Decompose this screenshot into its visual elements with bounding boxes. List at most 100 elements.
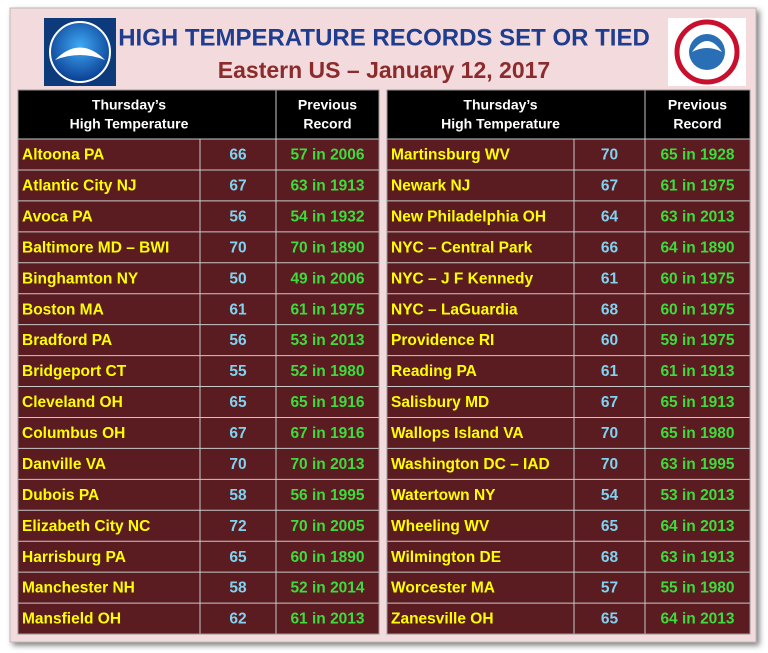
high-temp: 70 bbox=[601, 425, 618, 442]
high-temp: 65 bbox=[229, 549, 247, 566]
high-temp: 61 bbox=[229, 301, 247, 318]
previous-record: 70 in 2013 bbox=[290, 456, 364, 473]
previous-record: 65 in 1913 bbox=[660, 394, 734, 411]
previous-record: 64 in 2013 bbox=[660, 518, 734, 535]
previous-record: 57 in 2006 bbox=[290, 147, 364, 164]
title: HIGH TEMPERATURE RECORDS SET OR TIED bbox=[118, 24, 650, 51]
high-temp: 56 bbox=[229, 332, 247, 349]
previous-record: 61 in 1975 bbox=[660, 178, 734, 195]
previous-record: 65 in 1928 bbox=[660, 147, 734, 164]
high-temp: 70 bbox=[229, 239, 246, 256]
table-border bbox=[17, 89, 380, 635]
column-header: Thursday’s bbox=[463, 97, 537, 113]
high-temp: 67 bbox=[601, 178, 618, 195]
column-header: High Temperature bbox=[441, 116, 560, 132]
previous-record: 63 in 2013 bbox=[660, 208, 734, 225]
previous-record: 52 in 1980 bbox=[290, 363, 364, 380]
table-border bbox=[386, 89, 751, 635]
high-temp: 65 bbox=[229, 394, 247, 411]
high-temp: 50 bbox=[229, 270, 246, 287]
previous-record: 60 in 1975 bbox=[660, 270, 734, 287]
previous-record: 61 in 2013 bbox=[290, 611, 364, 628]
city: Wallops Island VA bbox=[391, 425, 524, 442]
city: Columbus OH bbox=[22, 425, 125, 442]
previous-record: 53 in 2013 bbox=[660, 487, 734, 504]
subtitle: Eastern US – January 12, 2017 bbox=[218, 57, 550, 83]
previous-record: 67 in 1916 bbox=[290, 425, 364, 442]
high-temp: 67 bbox=[601, 394, 618, 411]
previous-record: 53 in 2013 bbox=[290, 332, 364, 349]
city: Reading PA bbox=[391, 363, 477, 380]
table-header-bg bbox=[387, 90, 750, 139]
high-temp: 66 bbox=[601, 239, 619, 256]
city: Dubois PA bbox=[22, 487, 99, 504]
city: Binghamton NY bbox=[22, 270, 139, 287]
column-header: Record bbox=[303, 116, 351, 132]
city: Wheeling WV bbox=[391, 518, 490, 535]
city: Boston MA bbox=[22, 301, 104, 318]
city: Baltimore MD – BWI bbox=[22, 239, 169, 256]
high-temp: 68 bbox=[601, 549, 619, 566]
previous-record: 70 in 2005 bbox=[290, 518, 364, 535]
city: Zanesville OH bbox=[391, 611, 494, 628]
nws-logo bbox=[668, 18, 746, 86]
high-temp: 54 bbox=[601, 487, 619, 504]
previous-record: 61 in 1913 bbox=[660, 363, 734, 380]
city: Martinsburg WV bbox=[391, 147, 510, 164]
previous-record: 61 in 1975 bbox=[290, 301, 364, 318]
city: New Philadelphia OH bbox=[391, 208, 546, 225]
high-temp: 56 bbox=[229, 208, 247, 225]
city: Bradford PA bbox=[22, 332, 112, 349]
city: Bridgeport CT bbox=[22, 363, 127, 380]
city: Mansfield OH bbox=[22, 611, 121, 628]
previous-record: 65 in 1980 bbox=[660, 425, 734, 442]
high-temp: 72 bbox=[229, 518, 246, 535]
city: Watertown NY bbox=[391, 487, 496, 504]
high-temp: 70 bbox=[601, 147, 618, 164]
high-temp: 65 bbox=[601, 518, 619, 535]
city: NYC – J F Kennedy bbox=[391, 270, 533, 287]
high-temp: 60 bbox=[601, 332, 618, 349]
column-header: Previous bbox=[668, 97, 727, 113]
column-header: Record bbox=[673, 116, 721, 132]
previous-record: 63 in 1913 bbox=[290, 178, 364, 195]
high-temp: 70 bbox=[601, 456, 618, 473]
city: Providence RI bbox=[391, 332, 494, 349]
tables: Thursday’s High Temperature Previous Record… bbox=[17, 89, 751, 635]
high-temp: 64 bbox=[601, 208, 619, 225]
high-temp: 67 bbox=[229, 178, 246, 195]
city: Elizabeth City NC bbox=[22, 518, 150, 535]
column-header: Previous bbox=[298, 97, 357, 113]
city: Worcester MA bbox=[391, 580, 495, 597]
previous-record: 64 in 1890 bbox=[660, 239, 734, 256]
high-temp: 68 bbox=[601, 301, 619, 318]
high-temp: 58 bbox=[229, 580, 247, 597]
high-temp: 66 bbox=[229, 147, 247, 164]
high-temp: 58 bbox=[229, 487, 247, 504]
previous-record: 56 in 1995 bbox=[290, 487, 364, 504]
high-temp: 57 bbox=[601, 580, 618, 597]
city: Atlantic City NJ bbox=[22, 178, 137, 195]
previous-record: 70 in 1890 bbox=[290, 239, 364, 256]
previous-record: 55 in 1980 bbox=[660, 580, 734, 597]
city: Harrisburg PA bbox=[22, 549, 126, 566]
city: Manchester NH bbox=[22, 580, 135, 597]
high-temp: 62 bbox=[229, 611, 246, 628]
high-temp: 61 bbox=[601, 363, 619, 380]
previous-record: 64 in 2013 bbox=[660, 611, 734, 628]
city: Avoca PA bbox=[22, 208, 93, 225]
previous-record: 63 in 1995 bbox=[660, 456, 734, 473]
high-temp: 67 bbox=[229, 425, 246, 442]
high-temp: 61 bbox=[601, 270, 619, 287]
city: NYC – LaGuardia bbox=[391, 301, 518, 318]
high-temp: 65 bbox=[601, 611, 619, 628]
previous-record: 65 in 1916 bbox=[290, 394, 364, 411]
column-header: High Temperature bbox=[70, 116, 189, 132]
previous-record: 59 in 1975 bbox=[660, 332, 734, 349]
city: Danville VA bbox=[22, 456, 106, 473]
previous-record: 54 in 1932 bbox=[290, 208, 364, 225]
city: Cleveland OH bbox=[22, 394, 123, 411]
city: Wilmington DE bbox=[391, 549, 501, 566]
noaa-logo bbox=[44, 18, 116, 86]
previous-record: 60 in 1890 bbox=[290, 549, 364, 566]
